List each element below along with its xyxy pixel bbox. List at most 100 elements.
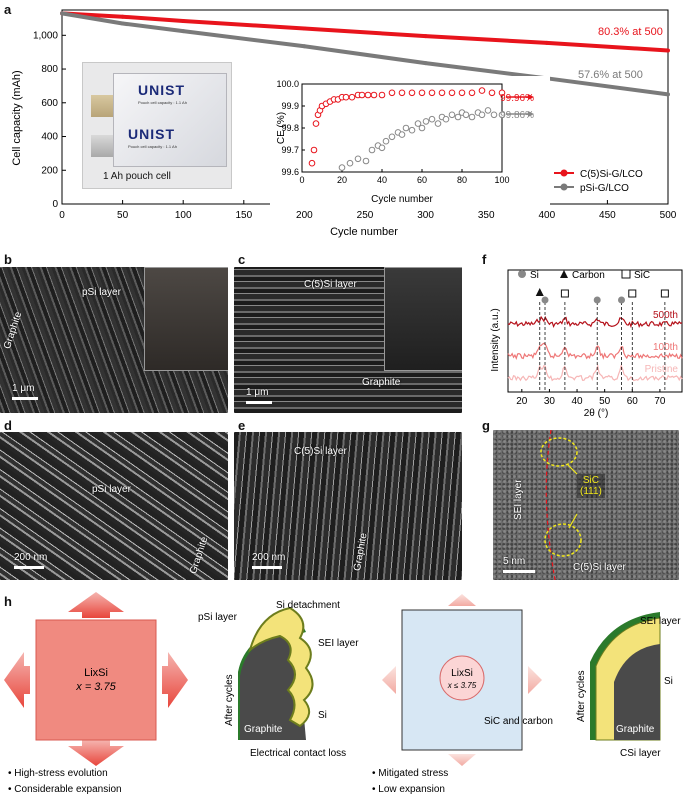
sem-e-layer-label: C(5)Si layer: [294, 446, 347, 457]
capacity-x-tick-label: 200: [296, 210, 313, 221]
arrow-left-right: [382, 666, 396, 694]
ce-point-0: [312, 120, 320, 127]
xrd-x-tick-label: 20: [516, 396, 528, 407]
sic-circle-bottom: [544, 523, 582, 557]
sem-c-scale-label: 1 μm: [246, 387, 269, 398]
xrd-plot-frame: [507, 269, 683, 393]
xrd-y-axis-label: Intensity (a.u.): [490, 308, 501, 371]
x-value-right: x ≤ 3.75: [447, 681, 477, 690]
lixsi-particle: [439, 655, 485, 701]
ce-point-0: [408, 89, 416, 97]
ce-point-1: [408, 126, 416, 134]
sem-b-layer-label: pSi layer: [82, 287, 121, 298]
x-value-left: x = 3.75: [75, 681, 116, 693]
xrd-x-tick-label: 30: [544, 396, 556, 407]
legend-carbon-label: Carbon: [572, 270, 605, 281]
xrd-x-tick-label: 70: [654, 396, 666, 407]
xrd-sic-marker: [560, 289, 569, 298]
interface-line: [545, 430, 556, 580]
sem-image-b: pSi layer Graphite 1 μm: [0, 267, 228, 413]
ce-y-tick-label: 99.8: [281, 123, 299, 133]
tem-image-g: SEI layer SiC (111) 5 nm C(5)Si layer: [493, 430, 679, 580]
capacity-point-1: [60, 11, 64, 16]
xrd-sic-marker: [660, 289, 669, 298]
ce-point-1: [484, 107, 492, 114]
ce-point-1: [382, 137, 390, 145]
ce-point-0: [364, 91, 372, 99]
ce-y-tick-label: 99.9: [281, 101, 299, 111]
xrd-x-axis-label: 2θ (°): [584, 408, 609, 419]
ce-arrowhead-1: [528, 111, 534, 117]
tem-sei-label: SEI layer: [513, 479, 524, 520]
lixsi-block-large: [35, 619, 157, 741]
pouch-cell-label: 1 Ah pouch cell: [103, 171, 171, 182]
ce-point-0: [448, 89, 456, 97]
panel-letter-d: d: [4, 418, 12, 433]
ce-point-0: [310, 146, 318, 154]
scale-bar-g: [503, 570, 535, 573]
bullet-right-1: • Mitigated stress: [372, 768, 448, 779]
xrd-sic-marker: [628, 289, 637, 298]
pouch-cell-photo: UNIST Pouch cell capacity : 1.1 Ah UNIST…: [82, 62, 232, 189]
pouch-body: UNIST Pouch cell capacity : 1.1 Ah UNIST…: [113, 73, 227, 167]
graphite-label-right: Graphite: [616, 724, 655, 735]
sei-layer-label-right: SEI layer: [640, 616, 681, 627]
ce-point-0: [498, 89, 506, 97]
sem-e-graphite-label: Graphite: [352, 532, 370, 572]
arrow-left-left: [4, 652, 30, 708]
scale-bar-d: [14, 566, 44, 569]
ce-point-0: [358, 91, 366, 99]
pouch-caption-1: Pouch cell capacity : 1.1 Ah: [138, 100, 187, 105]
capacity-y-tick-label: 600: [41, 98, 58, 109]
ce-point-1: [498, 111, 506, 119]
after-cycles-right: After cycles: [576, 670, 587, 722]
capacity-x-tick-label: 0: [59, 210, 65, 221]
bullet-right-2: • Low expansion: [372, 784, 445, 795]
sem-image-d: pSi layer Graphite 200 nm: [0, 432, 228, 580]
unist-logo-2: UNIST: [128, 126, 175, 142]
annotation-gray: 57.6% at 500: [578, 69, 643, 81]
capacity-point-1: [302, 44, 307, 49]
capacity-x-tick-label: 250: [357, 210, 374, 221]
ce-point-1: [338, 164, 346, 171]
legend-marker-red: [560, 169, 568, 177]
ce-point-0: [348, 93, 356, 101]
xrd-series-line-1: [507, 342, 683, 360]
tem-csi-label: C(5)Si layer: [573, 562, 626, 573]
sei-shell-right: [590, 612, 660, 740]
csi-layer-label: CSi layer: [620, 748, 661, 759]
sem-image-c: C(5)Si layer Graphite 1 μm: [234, 267, 462, 413]
capacity-y-axis-label: Cell capacity (mAh): [11, 70, 23, 165]
capacity-x-tick-label: 300: [417, 210, 434, 221]
ce-point-0: [370, 91, 378, 99]
sem-c-graphite-label: Graphite: [362, 377, 401, 388]
legend-label-csi: C(5)Si-G/LCO: [580, 169, 643, 180]
ce-point-1: [442, 115, 450, 123]
ce-point-0: [342, 93, 350, 101]
ce-y-tick-label: 99.7: [281, 145, 299, 155]
xrd-x-tick-label: 40: [571, 396, 583, 407]
ce-point-0: [398, 89, 406, 97]
capacity-point-0: [423, 34, 428, 39]
ce-point-1: [398, 131, 406, 138]
ce-y-tick-label: 99.6: [281, 167, 299, 177]
capacity-point-1: [666, 92, 670, 97]
capacity-x-axis-label: Cycle number: [330, 226, 398, 238]
arrow-up-right: [448, 594, 476, 606]
sem-b-scale-label: 1 μm: [12, 383, 35, 394]
tab-top: [91, 95, 117, 117]
capacity-y-tick-label: 0: [52, 199, 58, 210]
ce-y-tick-label: 100.0: [276, 79, 299, 89]
sem-d-layer-label: pSi layer: [92, 484, 131, 495]
ce-x-tick-label: 60: [417, 175, 427, 185]
unist-logo-1: UNIST: [138, 82, 185, 98]
arrow-right-right: [528, 666, 542, 694]
panel-letter-c: c: [238, 252, 246, 267]
capacity-point-0: [181, 18, 186, 23]
bullet-left-1: • High-stress evolution: [8, 768, 108, 779]
ce-label-red: 99.96%: [500, 93, 534, 104]
psi-layer-label: pSi layer: [198, 612, 238, 623]
ce-x-tick-label: 100: [494, 175, 509, 185]
legend-sic-label: SiC: [634, 270, 650, 281]
ce-point-1: [346, 159, 354, 167]
